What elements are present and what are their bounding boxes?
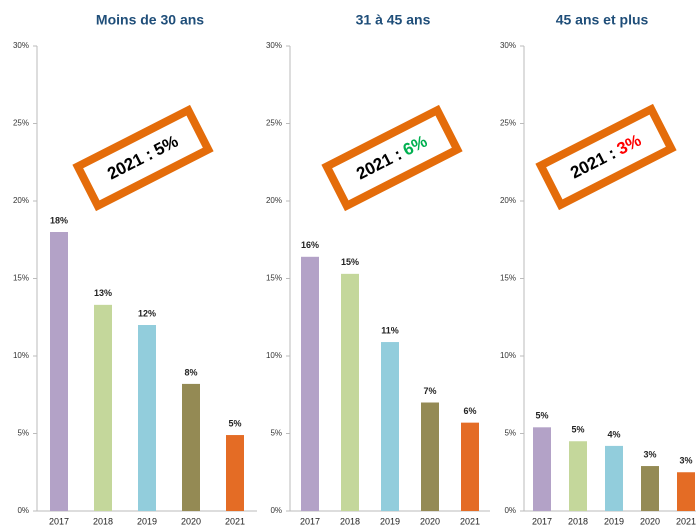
y-tick-label: 30%: [13, 41, 29, 50]
x-tick-label: 2021: [676, 516, 696, 526]
x-tick-label: 2020: [420, 516, 440, 526]
y-tick-label: 30%: [266, 41, 282, 50]
y-tick-label: 5%: [270, 429, 282, 438]
x-tick-label: 2021: [460, 516, 480, 526]
y-tick-label: 25%: [266, 119, 282, 128]
bar: [182, 383, 200, 511]
value-label: 12%: [138, 308, 156, 318]
annotation-box: [72, 104, 214, 212]
value-label: 7%: [423, 386, 436, 396]
x-tick-label: 2018: [568, 516, 588, 526]
y-tick-label: 20%: [500, 196, 516, 205]
annotation: 2021 :5%: [72, 104, 214, 212]
x-tick-label: 2017: [532, 516, 552, 526]
bar: [677, 472, 695, 511]
bar: [641, 466, 659, 511]
x-tick-label: 2019: [380, 516, 400, 526]
value-label: 18%: [50, 215, 68, 225]
y-tick-label: 10%: [500, 351, 516, 360]
y-tick-label: 10%: [266, 351, 282, 360]
bar: [138, 325, 156, 511]
x-tick-label: 2020: [640, 516, 660, 526]
value-label: 5%: [535, 411, 548, 421]
y-tick-label: 30%: [500, 41, 516, 50]
y-tick-label: 5%: [17, 429, 29, 438]
value-label: 4%: [607, 429, 620, 439]
annotation: 2021 :6%: [321, 104, 463, 212]
x-tick-label: 2017: [49, 516, 69, 526]
x-tick-label: 2018: [340, 516, 360, 526]
y-tick-label: 25%: [13, 119, 29, 128]
bar: [381, 342, 399, 511]
annotation-box: [321, 104, 463, 212]
chart-title: Moins de 30 ans: [96, 12, 204, 28]
bar: [226, 435, 244, 511]
y-tick-label: 10%: [13, 351, 29, 360]
x-tick-label: 2020: [181, 516, 201, 526]
chart-panel: 45 ans et plus 0% 5% 10% 15% 20% 25% 30% 5% 2017 5…: [500, 12, 696, 526]
x-tick-label: 2019: [604, 516, 624, 526]
y-tick-label: 15%: [500, 274, 516, 283]
y-tick-label: 0%: [270, 506, 282, 515]
x-tick-label: 2017: [300, 516, 320, 526]
bar: [301, 256, 319, 511]
annotation: 2021 :3%: [535, 103, 677, 211]
bar: [341, 273, 359, 511]
chart-panel: 31 à 45 ans 0% 5% 10% 15% 20% 25% 30% 16% 2017 15%…: [266, 12, 490, 526]
value-label: 5%: [228, 418, 241, 428]
y-tick-label: 20%: [13, 196, 29, 205]
chart-panel: Moins de 30 ans 0% 5% 10% 15% 20% 25% 30% 18% 201…: [13, 12, 257, 526]
bar: [605, 445, 623, 511]
y-tick-label: 15%: [13, 274, 29, 283]
y-tick-label: 0%: [17, 506, 29, 515]
value-label: 15%: [341, 257, 359, 267]
y-tick-label: 20%: [266, 196, 282, 205]
value-label: 6%: [463, 406, 476, 416]
bar: [421, 402, 439, 511]
y-tick-label: 15%: [266, 274, 282, 283]
bar: [461, 422, 479, 511]
value-label: 16%: [301, 240, 319, 250]
value-label: 13%: [94, 288, 112, 298]
chart-title: 31 à 45 ans: [356, 12, 431, 28]
value-label: 3%: [679, 456, 692, 466]
y-tick-label: 25%: [500, 119, 516, 128]
value-label: 8%: [184, 367, 197, 377]
bar: [533, 427, 551, 511]
bar: [569, 441, 587, 511]
y-tick-label: 5%: [504, 429, 516, 438]
bar: [50, 232, 68, 511]
x-tick-label: 2019: [137, 516, 157, 526]
x-tick-label: 2021: [225, 516, 245, 526]
value-label: 3%: [643, 449, 656, 459]
chart-title: 45 ans et plus: [556, 12, 649, 28]
bar: [94, 304, 112, 511]
y-tick-label: 0%: [504, 506, 516, 515]
value-label: 5%: [571, 425, 584, 435]
x-tick-label: 2018: [93, 516, 113, 526]
value-label: 11%: [381, 325, 399, 335]
annotation-box: [535, 103, 677, 211]
